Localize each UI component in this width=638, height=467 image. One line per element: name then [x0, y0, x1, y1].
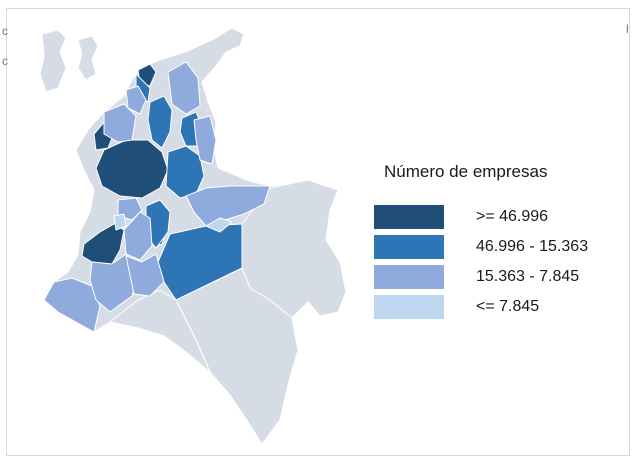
region-santander — [165, 145, 205, 199]
region-huila — [125, 253, 165, 297]
region-cesar — [167, 61, 201, 115]
clipped-text-fragment: c — [2, 54, 8, 68]
region-narino — [43, 277, 101, 333]
region-southeast — [175, 267, 299, 445]
legend-item: >= 46.996 — [374, 205, 548, 229]
region-sucre — [125, 85, 147, 115]
island-providencia — [77, 35, 99, 81]
legend-swatch — [374, 235, 444, 259]
clipped-text-fragment: l — [626, 22, 629, 36]
region-bolivar-north — [147, 95, 173, 149]
region-cauca — [89, 253, 139, 313]
legend-label: >= 46.996 — [476, 208, 549, 225]
legend-title: Número de empresas — [384, 162, 548, 181]
legend-label: <= 7.845 — [476, 298, 540, 315]
clipped-text-fragment: c — [2, 24, 8, 38]
region-arauca — [193, 115, 217, 165]
region-boyaca — [185, 185, 271, 227]
legend-swatch — [374, 265, 444, 289]
region-cordoba — [103, 103, 137, 143]
region-casanare-edge — [205, 217, 233, 233]
legend-item: <= 7.845 — [374, 295, 539, 319]
legend-label: 46.996 - 15.363 — [476, 238, 589, 255]
legend-swatch — [374, 205, 444, 229]
island-san-andres — [39, 29, 67, 93]
legend-item: 15.363 - 7.845 — [374, 265, 579, 289]
legend-item: 46.996 - 15.363 — [374, 235, 588, 259]
region-quindio — [113, 213, 127, 231]
region-valle — [81, 223, 125, 265]
legend-label: 15.363 - 7.845 — [476, 268, 580, 285]
legend-swatch — [374, 295, 444, 319]
region-antioquia — [95, 139, 169, 199]
